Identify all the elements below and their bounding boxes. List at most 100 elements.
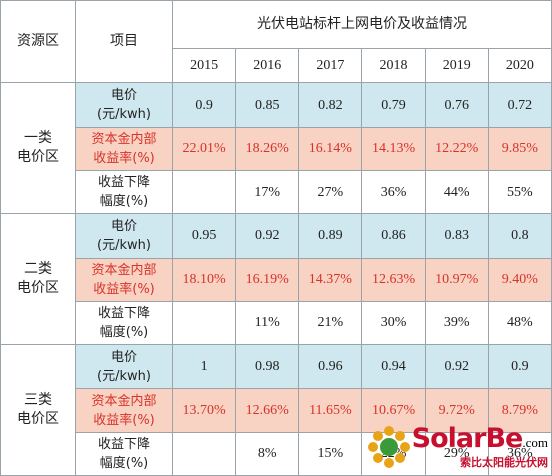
value-cell: 0.9 xyxy=(487,344,552,390)
row-label-line: 收益下降 xyxy=(97,305,150,321)
row-label: 电价 (元/kwh) xyxy=(75,344,173,390)
value-cell: 8.79% xyxy=(487,388,552,433)
value-cell: 0.83 xyxy=(424,213,489,259)
row-label-line: (元/kwh) xyxy=(97,237,151,253)
value-cell: 0.79 xyxy=(361,82,426,128)
group-name-line: 电价区 xyxy=(17,280,59,297)
value-cell: 29% xyxy=(424,431,489,476)
watermark-site: 索比太阳能光伏网 xyxy=(460,456,548,469)
row-label-line: 幅度(%) xyxy=(99,455,149,471)
value-cell: 0.85 xyxy=(235,82,300,128)
row-label: 资本金内部 收益率(%) xyxy=(75,388,173,433)
value-cell: 16.14% xyxy=(298,126,363,171)
row-label-line: 电价 xyxy=(110,349,137,365)
watermark-brand: SolarBe xyxy=(411,423,524,454)
row-label-line: 资本金内部 xyxy=(91,131,157,147)
row-label: 收益下降幅度(%) xyxy=(75,431,173,476)
year-header: 2015 xyxy=(171,48,237,84)
year-header: 2016 xyxy=(235,48,300,84)
row-label: 收益下降 幅度(%) xyxy=(75,300,173,346)
value-cell: 0.94 xyxy=(361,344,426,390)
sun-logo xyxy=(367,425,410,468)
value-cell: 0.76 xyxy=(424,82,489,128)
data-row: 资本金内部 收益率(%) 13.70% 12.66% 11.65% 10.67% 9.72%… xyxy=(1,388,552,433)
value-cell: 0.96 xyxy=(298,344,363,390)
value-cell: 1 xyxy=(171,344,237,390)
value-cell: 9.72% xyxy=(424,388,489,433)
year-header: 2017 xyxy=(298,48,363,84)
value-cell: 30% xyxy=(361,300,426,346)
value-cell: 14.13% xyxy=(361,126,426,171)
value-cell: 0.95 xyxy=(171,213,237,259)
year-row: 2015 2016 2017 2018 2019 2020 xyxy=(1,48,552,84)
value-cell: 55% xyxy=(487,169,552,215)
group-name-line: 二类 xyxy=(24,261,52,278)
data-row: 资本金内部 收益率(%) 18.10% 16.19% 14.37% 12.63% 10.97… xyxy=(1,257,552,302)
group-name: 一类 电价区 xyxy=(0,82,76,215)
row-label-line: 收益下降 xyxy=(97,436,150,452)
value-cell: 10.67% xyxy=(361,388,426,433)
value-cell: 0.72 xyxy=(487,82,552,128)
value-cell: 0.8 xyxy=(487,213,552,259)
value-cell xyxy=(171,431,237,476)
value-cell xyxy=(171,169,237,215)
data-row: 收益下降 幅度(%) 11% 21% 30% 39% 48% xyxy=(1,300,552,346)
value-cell: 17% xyxy=(235,169,300,215)
row-label-line: 收益率(%) xyxy=(93,281,155,297)
group-name-line: 一类 xyxy=(24,130,52,147)
value-cell: 12.66% xyxy=(235,388,300,433)
year-header: 2019 xyxy=(424,48,489,84)
value-cell: 15% xyxy=(298,431,363,476)
group-name-line: 电价区 xyxy=(17,411,59,428)
value-cell: 36% xyxy=(487,431,552,476)
watermark-text: SolarBe.com 索比太阳能光伏网 xyxy=(412,423,548,470)
value-cell: 10.97% xyxy=(424,257,489,302)
row-label-line: (元/kwh) xyxy=(97,368,151,384)
value-cell: 16.19% xyxy=(235,257,300,302)
value-cell: 11.65% xyxy=(298,388,363,433)
value-cell: 0.92 xyxy=(424,344,489,390)
value-cell: 0.82 xyxy=(298,82,363,128)
value-cell: 48% xyxy=(487,300,552,346)
value-cell xyxy=(171,300,237,346)
row-label-line: 收益率(%) xyxy=(93,150,155,166)
row-label-line: 收益下降 xyxy=(97,175,150,191)
row-label-line: 收益率(%) xyxy=(93,412,155,428)
value-cell: 18.26% xyxy=(235,126,300,171)
value-cell: 27% xyxy=(298,169,363,215)
table-title: 光伏电站标杆上网电价及收益情况 xyxy=(172,0,552,50)
value-cell: 18.10% xyxy=(171,257,237,302)
row-label: 电价 (元/kwh) xyxy=(75,213,173,259)
value-cell: 14.37% xyxy=(298,257,363,302)
row-label: 电价 (元/kwh) xyxy=(75,82,173,128)
value-cell: 44% xyxy=(424,169,489,215)
data-row: 一类 电价区 电价 (元/kwh) 0.9 0.85 0.82 0.79 0.76 0.72 xyxy=(0,82,552,215)
group-name-line: 三类 xyxy=(24,392,52,409)
value-cell: 0.9 xyxy=(171,82,237,128)
value-cell: 9.85% xyxy=(487,126,552,171)
year-header: 2020 xyxy=(487,48,552,84)
value-cell: 21% xyxy=(298,300,363,346)
value-cell: 0.98 xyxy=(235,344,300,390)
value-cell: 8% xyxy=(235,431,300,476)
value-cell: 0.92 xyxy=(235,213,300,259)
value-cell: 0.89 xyxy=(298,213,363,259)
row-label-line: 电价 xyxy=(110,88,137,104)
header-row: 资源区 项目 光伏电站标杆上网电价及收益情况 xyxy=(0,0,552,84)
value-cell: 39% xyxy=(424,300,489,346)
region-header: 资源区 xyxy=(0,0,76,84)
data-row: 三类电价区 电价 (元/kwh) 1 0.98 0.96 0.94 0.92 0.9 xyxy=(0,344,552,476)
row-label: 资本金内部 收益率(%) xyxy=(75,257,173,302)
value-cell: 9.40% xyxy=(487,257,552,302)
group-name: 三类 电价区 xyxy=(0,344,76,476)
watermark-suffix: .com xyxy=(522,435,548,450)
data-row: 收益下降 幅度(%) 17% 27% 36% 44% 55% xyxy=(1,169,552,215)
row-label-line: (元/kwh) xyxy=(97,107,151,123)
value-cell: 22.01% xyxy=(171,126,237,171)
value-cell: 13.70% xyxy=(171,388,237,433)
value-cell: 11% xyxy=(235,300,300,346)
data-row: 资本金内部 收益率(%) 22.01% 18.26% 16.14% 14.13% 12.22… xyxy=(1,126,552,171)
